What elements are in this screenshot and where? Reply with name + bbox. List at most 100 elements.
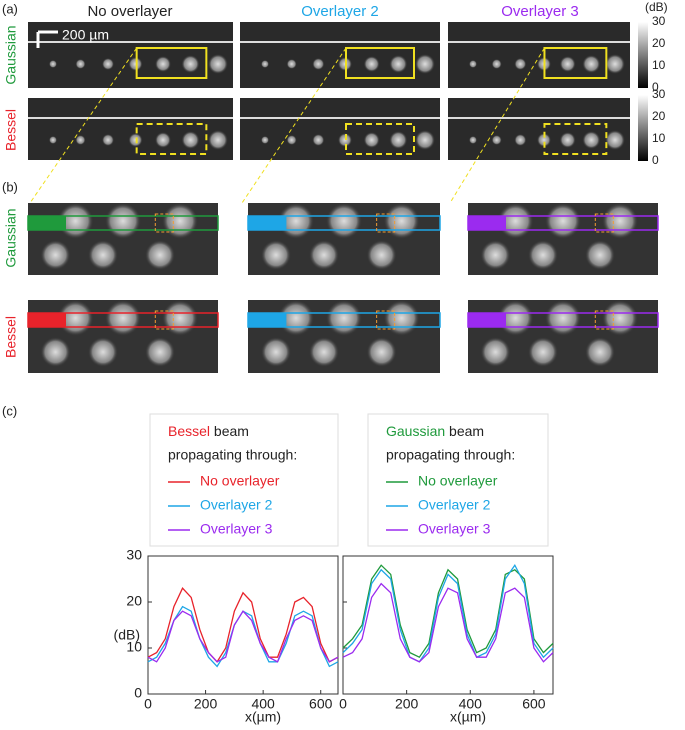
scatterer	[155, 56, 171, 72]
scatterer	[582, 55, 601, 73]
roi-box	[135, 47, 208, 79]
legend-box	[367, 413, 549, 547]
legend-label: Overlayer 3	[418, 521, 491, 537]
colorbar	[638, 22, 648, 88]
beam-outline	[27, 312, 219, 328]
legend-label: Overlayer 3	[200, 521, 273, 537]
scatterer	[559, 132, 576, 148]
y-tick-label: 20	[126, 593, 142, 609]
beam-outline	[467, 312, 659, 328]
scatterer	[162, 203, 198, 239]
scatterer	[605, 130, 625, 150]
scatterer	[105, 203, 141, 239]
roi-box	[154, 213, 174, 233]
colorbar-tick-label: 10	[652, 58, 666, 72]
scatterer	[383, 300, 420, 336]
scatterer	[128, 133, 143, 147]
legend-label: No overlayer	[418, 473, 498, 489]
scatterer	[366, 337, 397, 367]
scatterer	[105, 300, 141, 336]
scatterer	[491, 59, 502, 69]
scatterer	[40, 337, 71, 367]
scatterer	[559, 56, 576, 72]
legend-box	[149, 413, 339, 547]
panel-label: (a)	[2, 1, 18, 16]
roi-box	[135, 123, 208, 155]
series-line	[342, 582, 554, 663]
roi-box	[154, 310, 174, 330]
zoom-link	[29, 47, 138, 204]
scatterer	[88, 240, 118, 270]
scatterer	[389, 131, 408, 149]
scatterer	[537, 133, 551, 147]
legend-title-colored: Bessel	[168, 423, 210, 439]
scatterer	[469, 60, 477, 68]
colorbar-tick-label: 20	[652, 36, 666, 50]
scatterer	[514, 134, 527, 146]
colorbar-unit: (dB)	[645, 0, 668, 14]
x-tick-label: 600	[309, 696, 333, 712]
scatterer	[75, 135, 86, 145]
scatterer	[545, 300, 581, 336]
panel-label: (b)	[2, 179, 18, 194]
row-label: Bessel	[3, 109, 19, 151]
series-line	[147, 605, 339, 668]
scatterer	[366, 240, 397, 270]
legend-title-rest: beam	[449, 423, 484, 439]
scatterer	[312, 134, 325, 146]
x-tick-label: 400	[459, 696, 483, 712]
scatterer	[145, 337, 175, 367]
x-axis-label: x(µm)	[450, 709, 486, 725]
scatterer	[602, 300, 638, 336]
scatterer	[155, 132, 171, 148]
colorbar-tick-label: 10	[652, 131, 666, 145]
scatterer	[309, 337, 339, 367]
row-label: Gaussian	[3, 25, 19, 84]
legend-subtitle: propagating through:	[168, 447, 297, 463]
colorbar-tick-label: 30	[652, 14, 666, 28]
x-tick-label: 200	[194, 696, 218, 712]
series-line	[147, 610, 339, 663]
panel-label: (c)	[2, 403, 17, 418]
scatterer	[326, 300, 362, 336]
x-tick-label: 0	[339, 696, 347, 712]
scatterer	[49, 136, 57, 144]
legend-subtitle: propagating through:	[386, 447, 515, 463]
scatterer	[88, 337, 118, 367]
oct-image	[28, 98, 233, 160]
roi-box	[376, 310, 396, 330]
x-tick-label: 400	[251, 696, 275, 712]
roi-box	[345, 47, 415, 79]
y-tick-label: 10	[126, 639, 142, 655]
scatterer	[49, 60, 57, 68]
scale-bar	[36, 30, 58, 48]
scatterer	[312, 58, 325, 70]
scatterer	[128, 57, 143, 71]
scatterer	[469, 136, 477, 144]
beam	[28, 216, 66, 230]
roi-box	[543, 47, 608, 79]
x-tick-label: 200	[395, 696, 419, 712]
scatterer	[545, 203, 581, 239]
scatterer	[261, 136, 269, 144]
column-title: No overlayer	[87, 3, 172, 20]
series-line	[342, 564, 554, 659]
beam-outline	[247, 312, 441, 328]
beam	[248, 216, 287, 230]
scatterer	[480, 240, 511, 270]
y-tick-label: 30	[126, 547, 142, 563]
scatterer	[286, 59, 297, 69]
scatterer	[286, 135, 297, 145]
column-title: Overlayer 2	[301, 3, 379, 20]
scatterer	[383, 203, 420, 239]
roi-box	[594, 213, 614, 233]
scatterer	[389, 55, 408, 73]
oct-image	[240, 98, 440, 160]
legend-title-rest: beam	[214, 423, 249, 439]
scatterer	[326, 203, 362, 239]
beam	[248, 313, 287, 327]
scatterer	[605, 54, 625, 74]
images	[27, 22, 659, 373]
x-tick-label: 600	[522, 696, 546, 712]
scatterer	[514, 58, 527, 70]
